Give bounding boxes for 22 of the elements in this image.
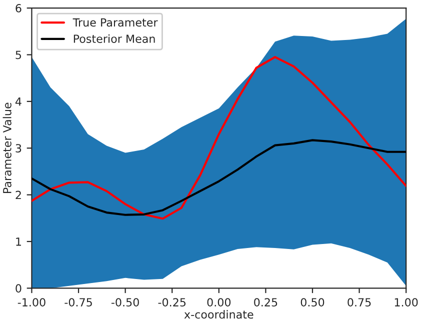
line-series [32,139,406,216]
x-tick-label: -0.75 [64,298,92,307]
x-tick-label: -0.25 [158,298,186,307]
y-tick-label: 2 [16,190,21,200]
x-tick-label: -1.00 [18,298,46,307]
y-tick-label: 1 [16,238,21,246]
y-tick-label: 4 [15,98,22,106]
y-tick-label: 3 [16,144,22,152]
x-tick-label: 0.50 [300,298,324,307]
x-tick-label: 0.75 [348,298,371,307]
x-tick-label: -0.50 [111,298,139,307]
legend-label: Posterior Mean [74,34,155,43]
y-tick-label: 6 [16,4,22,12]
legend-label: True Parameter [72,18,158,27]
y-tick-label: 0 [16,284,22,293]
x-tick-label: 1.00 [394,298,418,307]
x-axis-title: x-coordinate [184,310,254,319]
x-tick-label: 0.00 [207,298,231,307]
y-axis-title: Parameter Value [2,102,12,193]
x-tick-label: 0.25 [254,298,278,307]
line-series [32,56,406,220]
y-tick-label: 5 [16,50,22,60]
